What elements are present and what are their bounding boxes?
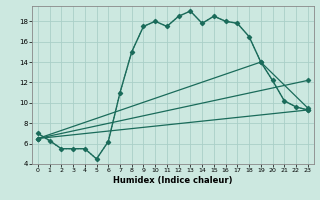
X-axis label: Humidex (Indice chaleur): Humidex (Indice chaleur) [113, 176, 233, 185]
